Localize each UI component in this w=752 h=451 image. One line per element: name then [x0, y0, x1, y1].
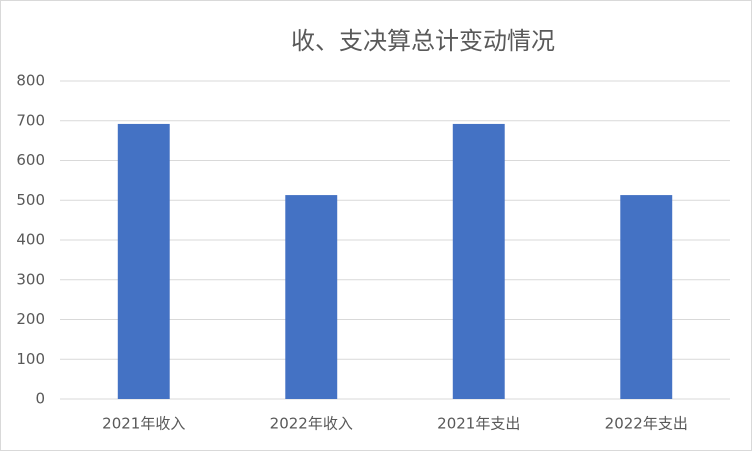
chart-title: 收、支决算总计变动情况: [291, 27, 555, 55]
y-tick-label: 700: [16, 111, 45, 129]
y-tick-label: 0: [35, 390, 45, 408]
x-tick-label: 2021年支出: [437, 415, 520, 433]
x-tick-label: 2022年支出: [605, 415, 688, 433]
y-tick-label: 500: [16, 191, 45, 209]
y-tick-label: 300: [16, 270, 45, 288]
x-tick-label: 2021年收入: [102, 415, 185, 433]
y-tick-label: 100: [16, 350, 45, 368]
y-tick-label: 600: [16, 151, 45, 169]
bar: [620, 195, 673, 399]
y-tick-label: 400: [16, 231, 45, 249]
x-tick-label: 2022年收入: [270, 415, 353, 433]
bar: [452, 123, 505, 400]
y-tick-label: 200: [16, 310, 45, 328]
y-tick-label: 800: [16, 72, 45, 90]
bar: [285, 195, 338, 399]
bar: [117, 123, 170, 400]
